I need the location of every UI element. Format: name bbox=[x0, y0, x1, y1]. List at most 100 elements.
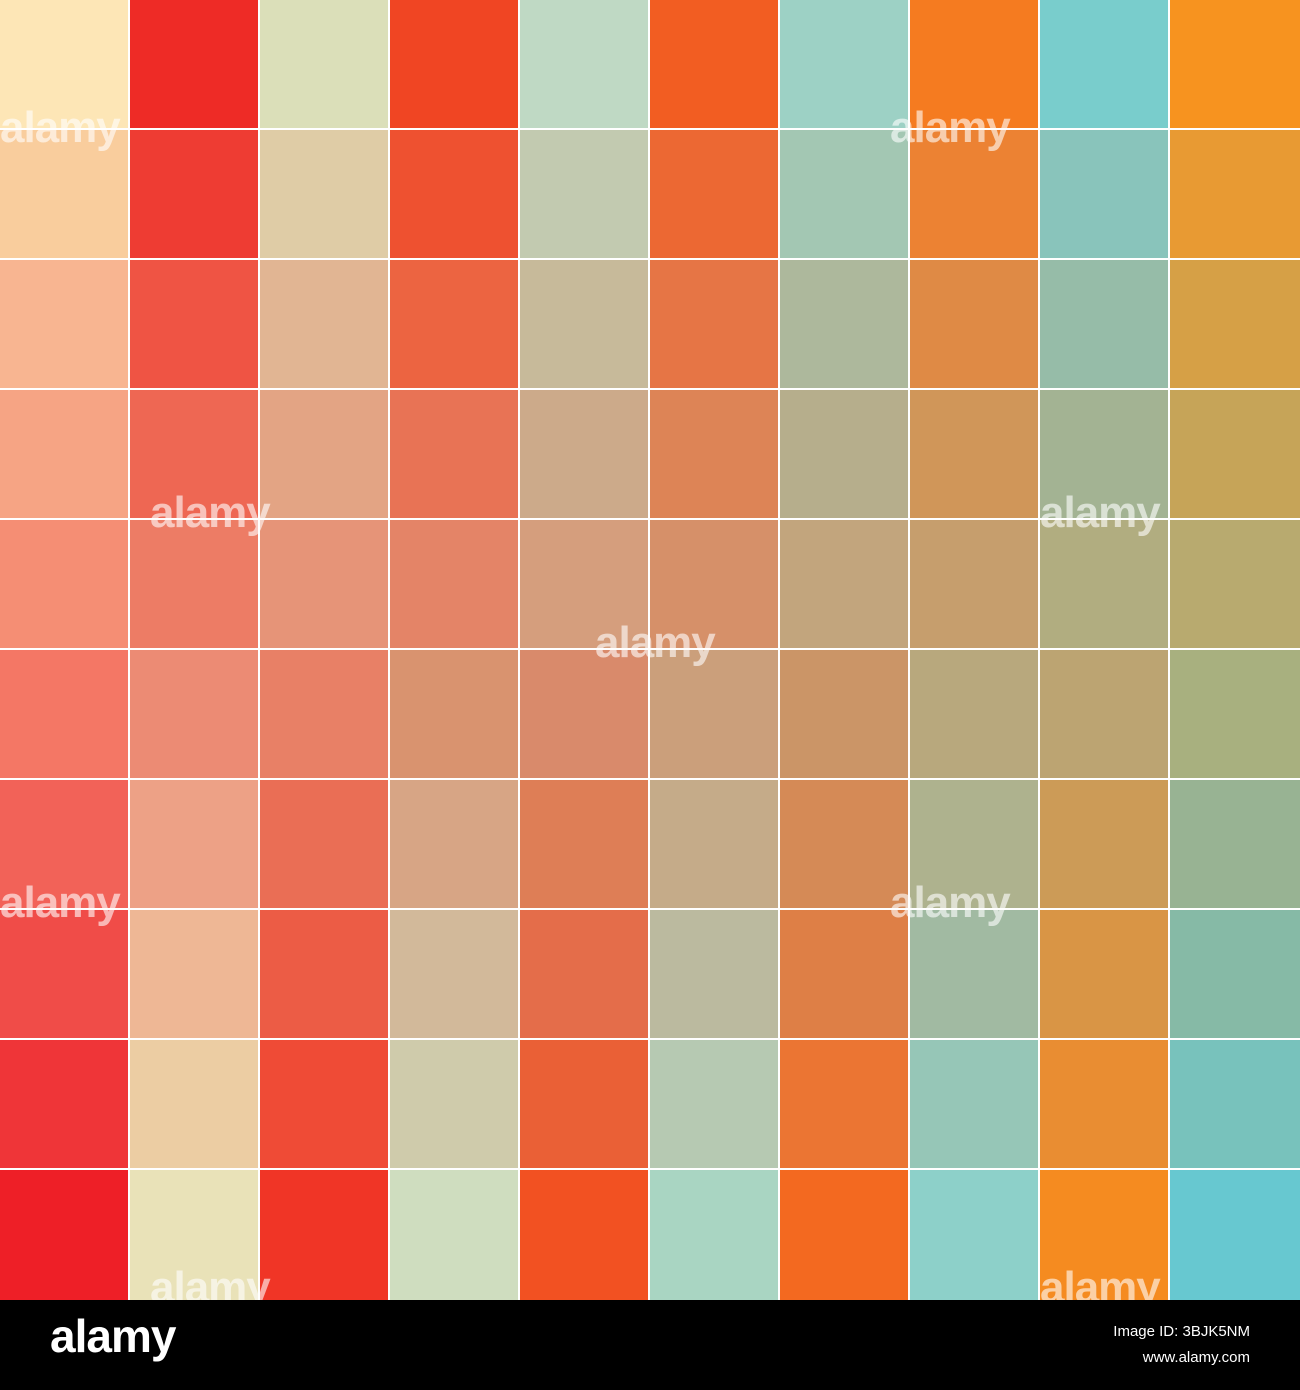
tile bbox=[650, 0, 778, 128]
tile bbox=[260, 260, 388, 388]
tile bbox=[1040, 650, 1168, 778]
tile bbox=[260, 650, 388, 778]
tile bbox=[260, 1170, 388, 1300]
tile bbox=[1040, 910, 1168, 1038]
tile bbox=[130, 130, 258, 258]
tile bbox=[910, 0, 1038, 128]
tile bbox=[130, 390, 258, 518]
watermark: alamy bbox=[595, 618, 716, 667]
tile bbox=[390, 390, 518, 518]
tile bbox=[390, 130, 518, 258]
tile bbox=[390, 260, 518, 388]
tile bbox=[910, 1170, 1038, 1300]
tile bbox=[650, 130, 778, 258]
tile bbox=[1040, 780, 1168, 908]
tile bbox=[0, 1170, 128, 1300]
tile bbox=[520, 130, 648, 258]
tile bbox=[520, 0, 648, 128]
tile bbox=[780, 650, 908, 778]
tile bbox=[1170, 130, 1300, 258]
tile bbox=[0, 650, 128, 778]
tile bbox=[650, 780, 778, 908]
tile bbox=[1170, 0, 1300, 128]
tile bbox=[130, 520, 258, 648]
tile bbox=[910, 910, 1038, 1038]
tile bbox=[910, 130, 1038, 258]
tile bbox=[130, 260, 258, 388]
tile bbox=[260, 520, 388, 648]
tile bbox=[520, 1040, 648, 1168]
tile bbox=[520, 260, 648, 388]
tile bbox=[1040, 0, 1168, 128]
tile bbox=[130, 910, 258, 1038]
tile bbox=[910, 260, 1038, 388]
watermark: alamy bbox=[890, 878, 1011, 927]
tile bbox=[650, 1170, 778, 1300]
tile bbox=[0, 260, 128, 388]
tile bbox=[1040, 260, 1168, 388]
tile-grid bbox=[0, 0, 1300, 1300]
tile bbox=[1170, 1170, 1300, 1300]
tile bbox=[910, 1040, 1038, 1168]
tile bbox=[650, 1040, 778, 1168]
tile bbox=[130, 0, 258, 128]
tile bbox=[1170, 520, 1300, 648]
tile bbox=[0, 910, 128, 1038]
tile bbox=[130, 1040, 258, 1168]
tile bbox=[1170, 910, 1300, 1038]
tile bbox=[1040, 1170, 1168, 1300]
tile bbox=[780, 1170, 908, 1300]
image-id: Image ID: 3BJK5NM bbox=[1113, 1323, 1250, 1340]
tile bbox=[520, 650, 648, 778]
tile bbox=[780, 260, 908, 388]
tile bbox=[1170, 1040, 1300, 1168]
tile bbox=[1040, 130, 1168, 258]
watermark: alamy bbox=[1040, 488, 1161, 537]
tile bbox=[1040, 520, 1168, 648]
tile bbox=[0, 780, 128, 908]
tile bbox=[910, 780, 1038, 908]
watermark: alamy bbox=[890, 103, 1011, 152]
tile bbox=[130, 1170, 258, 1300]
tile bbox=[520, 390, 648, 518]
tile bbox=[1040, 390, 1168, 518]
tile bbox=[260, 0, 388, 128]
tile bbox=[1170, 390, 1300, 518]
watermark: alamy bbox=[0, 103, 121, 152]
tile bbox=[390, 910, 518, 1038]
tile bbox=[910, 390, 1038, 518]
tile bbox=[780, 910, 908, 1038]
tile bbox=[1040, 1040, 1168, 1168]
tile bbox=[910, 520, 1038, 648]
tile bbox=[0, 0, 128, 128]
tile bbox=[520, 780, 648, 908]
tile bbox=[260, 910, 388, 1038]
tile bbox=[260, 780, 388, 908]
footer-logo: alamy bbox=[50, 1310, 177, 1362]
tile bbox=[390, 1170, 518, 1300]
footer-bar bbox=[0, 1300, 1300, 1390]
tile bbox=[780, 1040, 908, 1168]
tile bbox=[130, 650, 258, 778]
tile bbox=[650, 520, 778, 648]
tile bbox=[390, 780, 518, 908]
footer-url: www.alamy.com bbox=[1142, 1349, 1250, 1366]
tile bbox=[780, 0, 908, 128]
tile bbox=[650, 910, 778, 1038]
tile bbox=[260, 1040, 388, 1168]
tile bbox=[1170, 260, 1300, 388]
tile bbox=[780, 520, 908, 648]
tile bbox=[260, 390, 388, 518]
tile bbox=[650, 650, 778, 778]
watermark: alamy bbox=[150, 488, 271, 537]
tile bbox=[780, 390, 908, 518]
tile bbox=[520, 1170, 648, 1300]
tile bbox=[520, 910, 648, 1038]
tile bbox=[520, 520, 648, 648]
tile bbox=[260, 130, 388, 258]
tile bbox=[0, 520, 128, 648]
tile bbox=[650, 260, 778, 388]
tile bbox=[1170, 780, 1300, 908]
